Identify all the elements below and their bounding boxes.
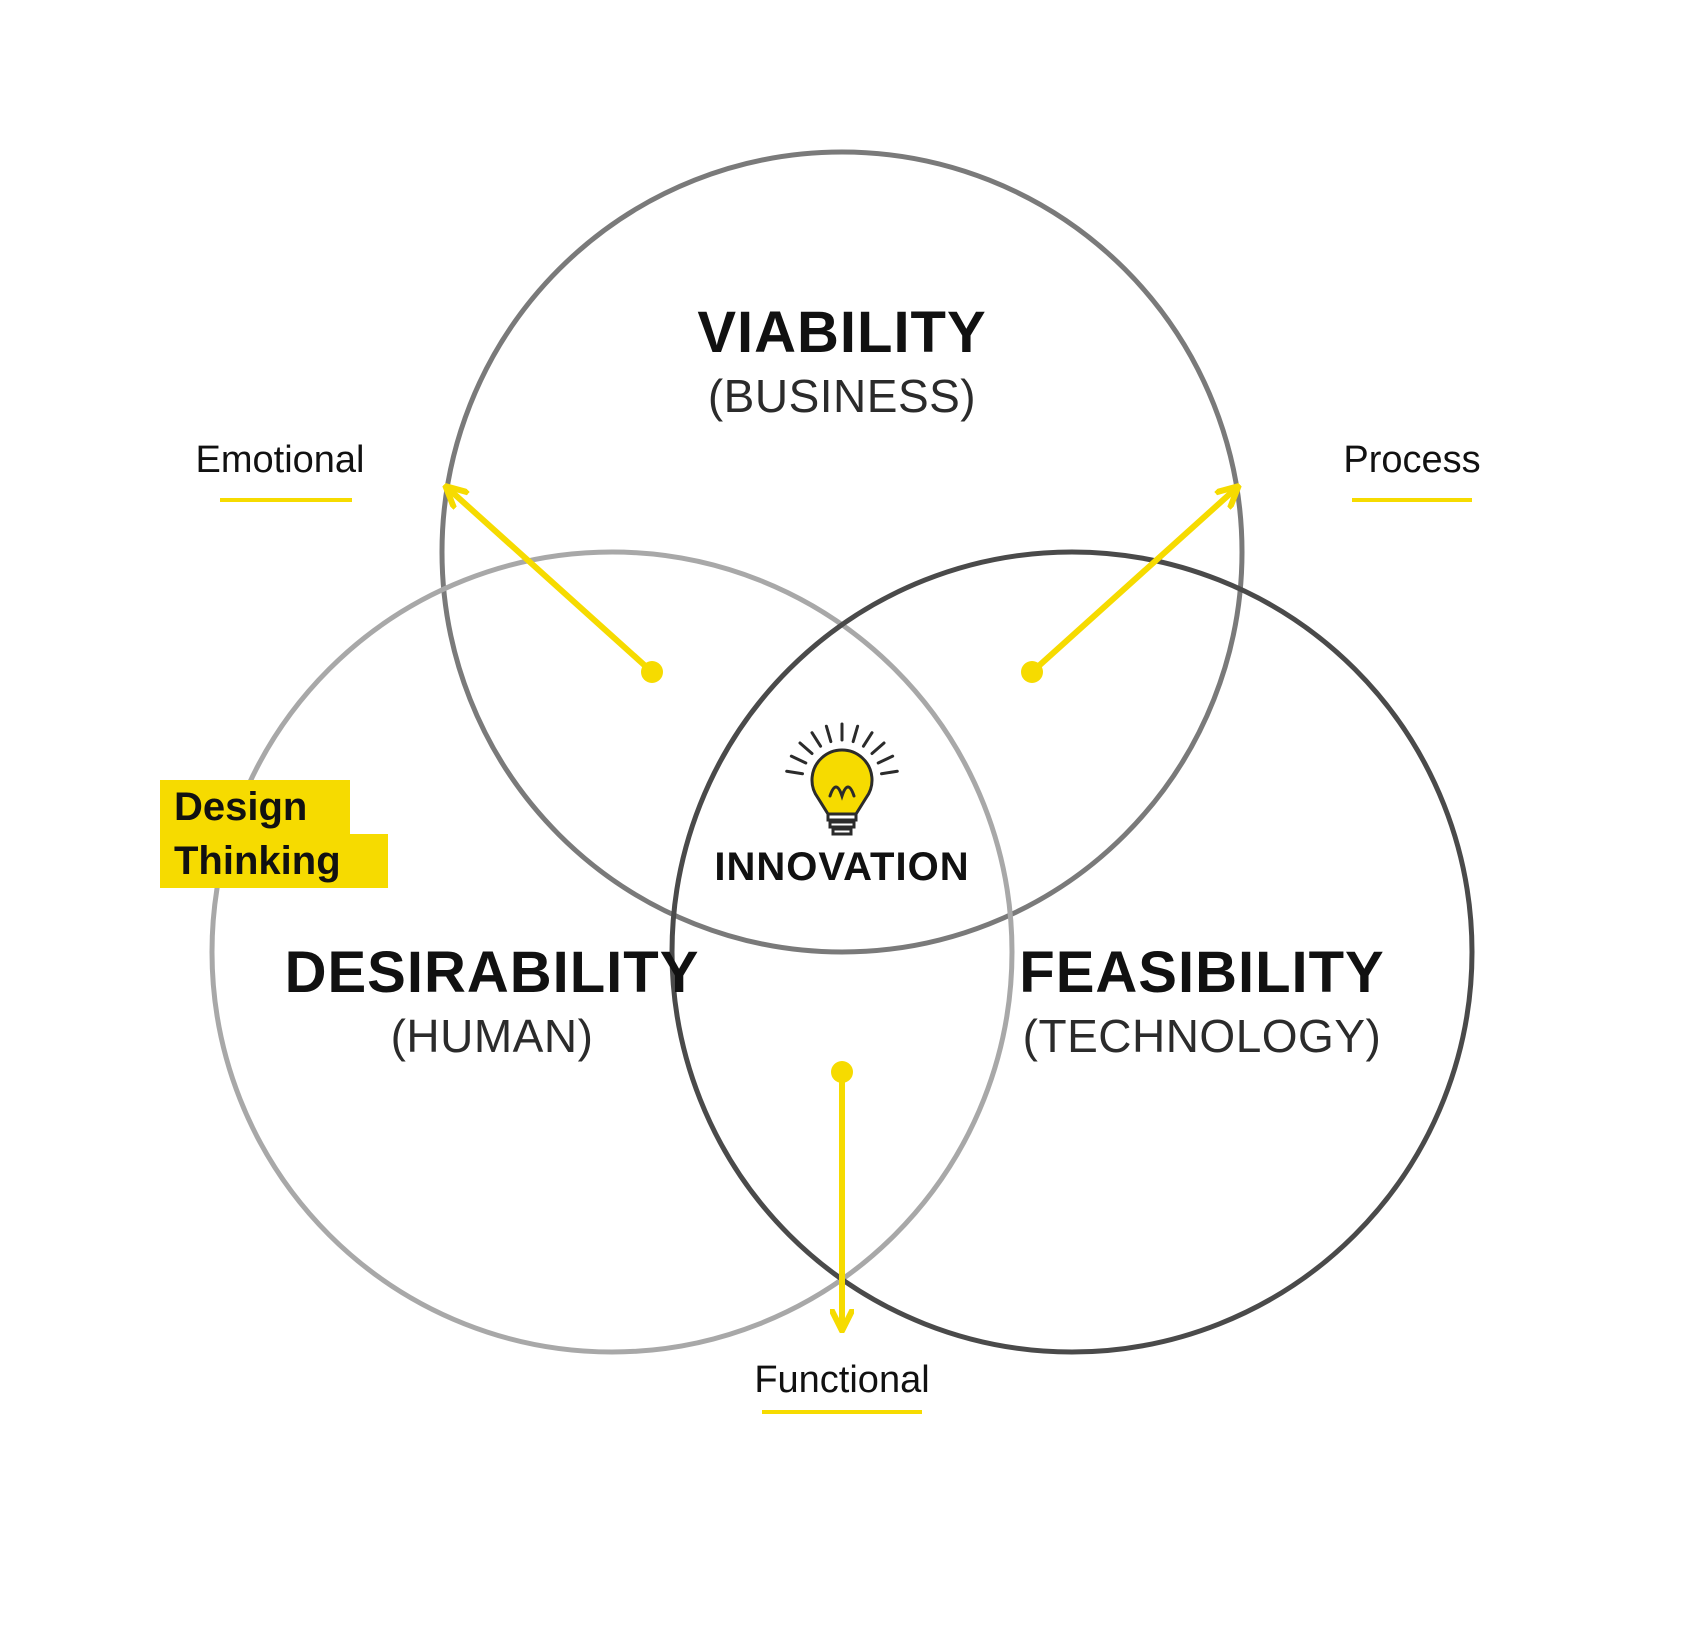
label-feasibility-subtitle: (TECHNOLOGY)	[1023, 1010, 1382, 1062]
label-emotional: Emotional	[196, 439, 365, 481]
badge-design-thinking: Design Thinking	[160, 780, 388, 888]
circle-viability	[442, 152, 1242, 952]
label-desirability-title: DESIRABILITY	[285, 940, 700, 1005]
label-functional: Functional	[754, 1359, 929, 1401]
pointer-emotional	[452, 492, 663, 683]
label-feasibility-title: FEASIBILITY	[1019, 940, 1384, 1005]
badge-text-line2: Thinking	[174, 839, 341, 883]
label-viability-title: VIABILITY	[697, 300, 986, 365]
lightbulb-icon	[787, 724, 898, 834]
label-desirability-subtitle: (HUMAN)	[391, 1010, 594, 1062]
design-thinking-venn-diagram: VIABILITY (BUSINESS) DESIRABILITY (HUMAN…	[0, 0, 1684, 1630]
label-innovation: INNOVATION	[714, 845, 969, 889]
label-process: Process	[1343, 439, 1480, 481]
label-viability-subtitle: (BUSINESS)	[708, 370, 976, 422]
badge-text-line1: Design	[174, 785, 307, 829]
pointer-process	[1021, 492, 1232, 683]
